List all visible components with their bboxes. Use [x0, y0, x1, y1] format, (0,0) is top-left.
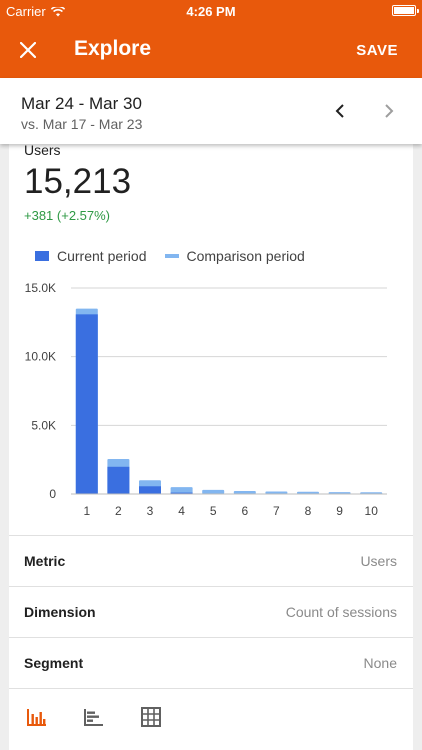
x-tick-label: 4: [178, 504, 185, 518]
date-range-bar: Mar 24 - Mar 30 vs. Mar 17 - Mar 23: [0, 78, 422, 144]
comparison-bar[interactable]: [202, 489, 225, 494]
x-tick-label: 7: [273, 504, 280, 518]
settings-row-segment[interactable]: Segment None: [9, 637, 413, 688]
tab-table[interactable]: [139, 705, 163, 729]
date-range-comparison[interactable]: vs. Mar 17 - Mar 23: [21, 116, 143, 132]
x-tick-label: 6: [241, 504, 248, 518]
x-tick-label: 3: [147, 504, 154, 518]
settings-row-metric[interactable]: Metric Users: [9, 535, 413, 586]
horizontal-bar-chart-icon: [84, 709, 103, 726]
page-title: Explore: [74, 37, 152, 60]
comparison-bar[interactable]: [170, 487, 193, 494]
settings-row-label: Dimension: [24, 604, 96, 620]
close-icon: [20, 42, 36, 58]
y-tick-label: 10.0K: [25, 350, 56, 364]
visualization-tab-bar: [9, 688, 413, 750]
legend-current: Current period: [35, 248, 147, 264]
settings-row-value: Count of sessions: [285, 604, 397, 620]
y-tick-label: 15.0K: [25, 281, 56, 295]
legend-comparison: Comparison period: [164, 248, 305, 264]
x-tick-label: 5: [210, 504, 217, 518]
date-range-current[interactable]: Mar 24 - Mar 30: [21, 94, 142, 113]
current-bar[interactable]: [139, 486, 161, 494]
users-bar-chart: 0 5.0K 10.0K 15.0K 1 2 3 4 5 6 7 8 9 10: [25, 281, 387, 518]
chevron-right-icon: [385, 104, 394, 118]
explore-card: Users 15,213 +381 (+2.57%) Current perio…: [9, 140, 413, 750]
settings-row-label: Segment: [24, 655, 84, 671]
y-tick-label: 0: [49, 487, 56, 501]
metric-value: 15,213: [24, 162, 132, 201]
tab-bar-chart[interactable]: [25, 705, 49, 729]
current-bar[interactable]: [107, 466, 130, 494]
x-tick-label: 1: [83, 504, 90, 518]
x-tick-label: 9: [336, 504, 343, 518]
tab-horizontal-bar-chart[interactable]: [82, 705, 106, 729]
wifi-icon: [50, 6, 65, 16]
save-button[interactable]: SAVE: [356, 42, 398, 59]
comparison-bar[interactable]: [233, 490, 256, 494]
metric-label: Users: [24, 142, 61, 158]
x-tick-label: 10: [365, 504, 379, 518]
settings-row-label: Metric: [24, 553, 66, 569]
y-tick-label: 5.0K: [31, 418, 56, 432]
current-bar[interactable]: [75, 314, 98, 494]
carrier-name: Carrier: [6, 4, 46, 19]
table-icon: [141, 707, 161, 727]
x-tick-label: 2: [115, 504, 122, 518]
legend-current-swatch: [35, 251, 49, 261]
status-bar: Carrier 4:26 PM: [0, 0, 422, 22]
metric-change: +381 (+2.57%): [24, 208, 111, 223]
clock: 4:26 PM: [186, 4, 236, 19]
next-period-button[interactable]: [379, 100, 399, 122]
chart-legend: Current period Comparison period: [35, 248, 305, 264]
settings-row-dimension[interactable]: Dimension Count of sessions: [9, 586, 413, 637]
comparison-bar[interactable]: [265, 491, 288, 494]
current-bar[interactable]: [170, 492, 193, 494]
legend-comparison-swatch: [164, 254, 179, 258]
legend-comparison-label: Comparison period: [186, 248, 305, 264]
carrier: Carrier: [6, 4, 65, 19]
comparison-bar[interactable]: [297, 491, 319, 494]
settings-row-value: Users: [360, 553, 397, 569]
battery-icon: [392, 5, 419, 16]
app-bar: Explore SAVE: [0, 22, 422, 78]
legend-current-label: Current period: [57, 248, 147, 264]
close-button[interactable]: [14, 36, 42, 64]
settings-row-value: None: [363, 655, 397, 671]
bar-chart-icon: [27, 709, 46, 726]
previous-period-button[interactable]: [330, 100, 350, 122]
chevron-left-icon: [335, 104, 344, 118]
x-tick-label: 8: [305, 504, 312, 518]
